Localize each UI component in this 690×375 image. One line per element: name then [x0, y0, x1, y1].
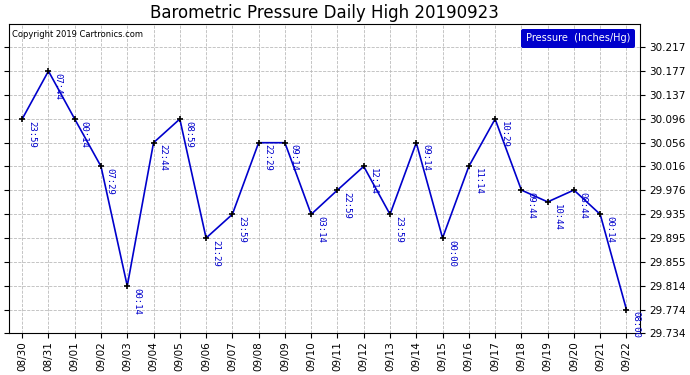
Text: 21:29: 21:29	[211, 240, 220, 267]
Text: 12:14: 12:14	[368, 168, 377, 195]
Text: 03:14: 03:14	[316, 216, 325, 243]
Text: 22:59: 22:59	[342, 192, 351, 219]
Text: 08:00: 08:00	[631, 311, 640, 338]
Text: 09:44: 09:44	[526, 192, 535, 219]
Text: 23:59: 23:59	[27, 121, 36, 148]
Text: 23:59: 23:59	[395, 216, 404, 243]
Text: 09:14: 09:14	[421, 144, 430, 171]
Text: 23:59: 23:59	[237, 216, 246, 243]
Text: 07:44: 07:44	[53, 73, 62, 100]
Text: 00:00: 00:00	[447, 240, 456, 267]
Text: 11:14: 11:14	[473, 168, 482, 195]
Text: 00:14: 00:14	[79, 121, 88, 148]
Text: 07:29: 07:29	[106, 168, 115, 195]
Text: 09:14: 09:14	[290, 144, 299, 171]
Text: 00:14: 00:14	[605, 216, 614, 243]
Text: 22:44: 22:44	[158, 144, 167, 171]
Text: 10:29: 10:29	[500, 121, 509, 148]
Text: 10:44: 10:44	[553, 204, 562, 231]
Title: Barometric Pressure Daily High 20190923: Barometric Pressure Daily High 20190923	[150, 4, 499, 22]
Text: Copyright 2019 Cartronics.com: Copyright 2019 Cartronics.com	[12, 30, 144, 39]
Text: 08:59: 08:59	[184, 121, 193, 148]
Text: 00:14: 00:14	[132, 288, 141, 315]
Legend: Pressure  (Inches/Hg): Pressure (Inches/Hg)	[521, 28, 635, 48]
Text: 22:29: 22:29	[264, 144, 273, 171]
Text: 08:44: 08:44	[579, 192, 588, 219]
